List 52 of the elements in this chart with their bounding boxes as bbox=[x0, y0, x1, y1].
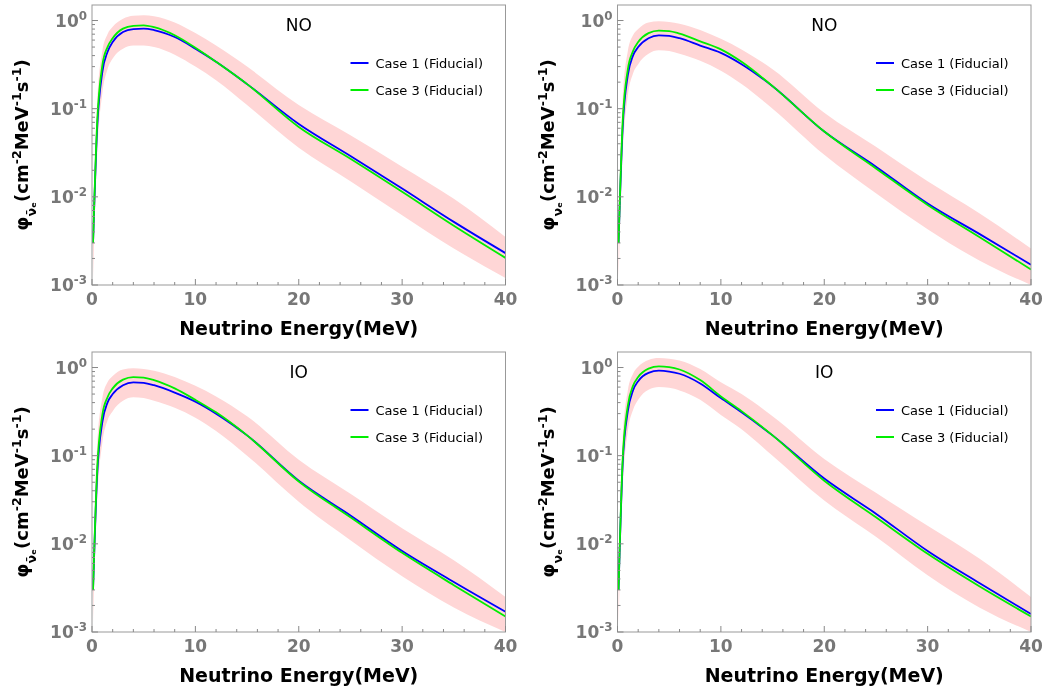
x-tick-label: 40 bbox=[1019, 636, 1043, 656]
y-tick-label: 10$^{0}$ bbox=[55, 355, 87, 378]
x-tick-label: 30 bbox=[390, 636, 415, 656]
y-tick-label: 10$^{-3}$ bbox=[50, 273, 87, 295]
legend-label: Case 3 (Fiducial) bbox=[901, 83, 1009, 98]
text: NO bbox=[811, 15, 838, 35]
y-tick-label: 10$^{-1}$ bbox=[575, 443, 613, 466]
x-axis-title: Neutrino Energy(MeV) bbox=[179, 664, 419, 686]
x-tick-label: 20 bbox=[812, 636, 837, 656]
y-tick-label: 10$^{0}$ bbox=[580, 8, 613, 31]
x-tick-label: 20 bbox=[286, 289, 311, 309]
legend-label: Case 1 (Fiducial) bbox=[901, 403, 1009, 418]
y-tick-label: 10$^{-2}$ bbox=[50, 184, 87, 207]
x-tick-label: 0 bbox=[611, 636, 624, 656]
x-tick-label: 10 bbox=[183, 636, 208, 656]
legend-label: Case 1 (Fiducial) bbox=[375, 56, 483, 71]
legend-label: Case 3 (Fiducial) bbox=[375, 83, 483, 98]
text: IO bbox=[289, 362, 308, 382]
x-tick-label: 40 bbox=[493, 636, 518, 656]
x-tick-label: 30 bbox=[390, 289, 415, 309]
legend-label: Case 3 (Fiducial) bbox=[375, 430, 483, 445]
x-tick-label: 0 bbox=[86, 289, 99, 309]
x-tick-label: 10 bbox=[709, 636, 733, 656]
x-tick-label: 0 bbox=[611, 289, 624, 309]
y-tick-label: 10$^{0}$ bbox=[580, 355, 613, 378]
y-tick-label: 10$^{-1}$ bbox=[50, 96, 87, 119]
x-axis-title: Neutrino Energy(MeV) bbox=[704, 664, 944, 686]
y-tick-label: 10$^{-1}$ bbox=[50, 443, 87, 466]
x-tick-label: 30 bbox=[915, 636, 940, 656]
y-tick-label: 10$^{-1}$ bbox=[575, 96, 613, 119]
y-tick-label: 10$^{-2}$ bbox=[575, 184, 613, 207]
text: NO bbox=[285, 15, 312, 35]
y-tick-label: 10$^{0}$ bbox=[55, 8, 87, 31]
y-tick-label: 10$^{-3}$ bbox=[50, 620, 87, 642]
x-tick-label: 20 bbox=[286, 636, 311, 656]
y-tick-label: 10$^{-3}$ bbox=[575, 273, 613, 295]
y-tick-label: 10$^{-2}$ bbox=[575, 531, 613, 554]
x-axis-title: Neutrino Energy(MeV) bbox=[179, 317, 419, 339]
x-tick-label: 40 bbox=[1019, 289, 1043, 309]
x-tick-label: 30 bbox=[915, 289, 940, 309]
x-tick-label: 10 bbox=[709, 289, 733, 309]
text: IO bbox=[815, 362, 834, 382]
y-tick-label: 10$^{-3}$ bbox=[575, 620, 613, 642]
x-tick-label: 40 bbox=[493, 289, 518, 309]
legend-label: Case 3 (Fiducial) bbox=[901, 430, 1009, 445]
y-tick-label: 10$^{-2}$ bbox=[50, 531, 87, 554]
legend-label: Case 1 (Fiducial) bbox=[375, 403, 483, 418]
x-tick-label: 10 bbox=[183, 289, 208, 309]
legend-label: Case 1 (Fiducial) bbox=[901, 56, 1009, 71]
x-tick-label: 20 bbox=[812, 289, 837, 309]
x-tick-label: 0 bbox=[86, 636, 99, 656]
x-axis-title: Neutrino Energy(MeV) bbox=[704, 317, 944, 339]
